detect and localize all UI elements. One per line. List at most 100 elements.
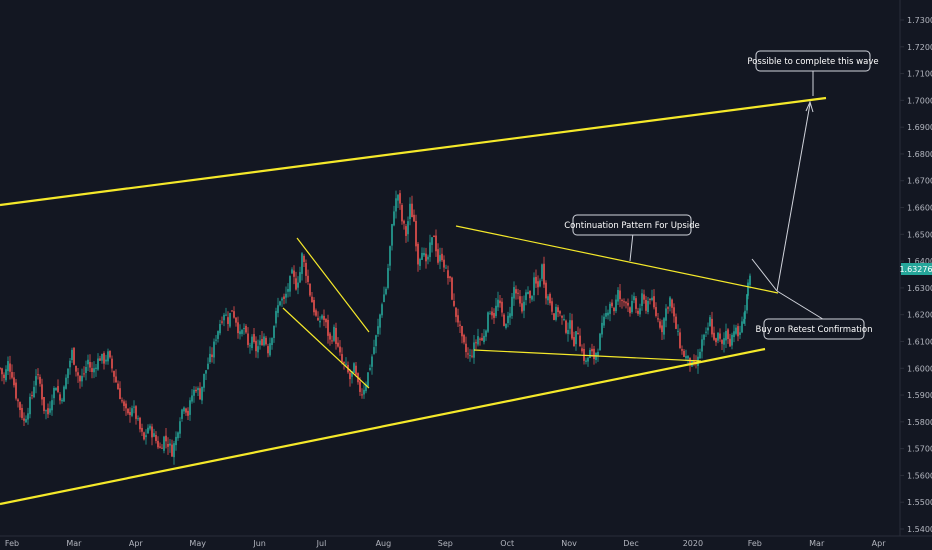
candle-body	[703, 334, 705, 340]
candle	[25, 415, 27, 423]
candle	[243, 323, 245, 335]
candle	[493, 308, 495, 325]
candle	[361, 388, 363, 399]
candle-body	[411, 203, 413, 218]
candle-body	[665, 308, 667, 321]
callout-complete-wave[interactable]: Possible to complete this wave	[747, 50, 879, 72]
candle	[523, 295, 525, 319]
candle	[19, 401, 21, 418]
candle	[511, 292, 513, 319]
candle	[53, 386, 55, 405]
candle	[183, 406, 185, 415]
candle-body	[97, 358, 99, 370]
candle	[669, 296, 671, 312]
candle	[599, 332, 601, 351]
price-tag-box	[901, 263, 932, 275]
candle-body	[167, 443, 169, 447]
candle-body	[571, 320, 573, 339]
candle-body	[319, 320, 321, 323]
candle-body	[417, 243, 419, 265]
candle-body	[131, 408, 133, 416]
candle-body	[643, 294, 645, 300]
candle-body	[429, 242, 431, 258]
candle-body	[13, 377, 15, 386]
candle	[207, 357, 209, 370]
candle-body	[669, 297, 671, 307]
candle	[403, 219, 405, 230]
candle-body	[143, 432, 145, 440]
candle	[419, 257, 421, 271]
candle-body	[737, 326, 739, 337]
candle	[93, 361, 95, 379]
candle-body	[439, 255, 441, 262]
callout-buy-retest[interactable]: Buy on Retest Confirmation	[755, 318, 873, 340]
candle	[289, 275, 291, 297]
candle-body	[383, 294, 385, 303]
candle	[263, 333, 265, 347]
candle	[445, 264, 447, 269]
candle	[29, 393, 31, 419]
candle-body	[651, 297, 653, 300]
candle-body	[629, 307, 631, 314]
candle	[237, 316, 239, 339]
candle	[123, 399, 125, 412]
time-tick-label: Mar	[66, 539, 82, 548]
candle-body	[549, 294, 551, 304]
candle	[381, 302, 383, 318]
time-axis[interactable]: Feb Mar Apr May Jun Jul Aug Sep Oct Nov Dec 2020 Feb…	[5, 539, 886, 548]
callout-continuation-pattern[interactable]: Continuation Pattern For Upside	[564, 214, 700, 236]
candle-body	[545, 282, 547, 299]
candle-body	[589, 349, 591, 359]
price-tick-label: 1.69000	[907, 123, 932, 132]
price-tick-label: 1.57000	[907, 445, 932, 454]
candle-body	[153, 433, 155, 437]
candle	[457, 308, 459, 327]
candle-body	[127, 408, 129, 414]
candle	[619, 283, 621, 308]
candle-body	[621, 299, 623, 301]
price-tick-label: 1.61000	[907, 337, 932, 346]
candle	[65, 374, 67, 390]
candle-body	[301, 253, 303, 274]
candle	[389, 245, 391, 271]
candle	[165, 427, 167, 449]
candle	[525, 289, 527, 306]
candle	[651, 289, 653, 302]
candle	[91, 362, 93, 379]
candle	[637, 307, 639, 316]
candle	[353, 362, 355, 373]
candle-body	[423, 252, 425, 256]
candle-body	[81, 375, 83, 382]
candle	[587, 357, 589, 367]
candle	[349, 369, 351, 387]
candle	[565, 319, 567, 335]
candle-body	[609, 303, 611, 314]
candle-body	[195, 389, 197, 392]
candle	[249, 342, 251, 354]
candle-body	[599, 333, 601, 351]
callout-text: Possible to complete this wave	[747, 57, 878, 67]
candle	[683, 349, 685, 357]
candle-body	[333, 326, 335, 341]
candle	[581, 344, 583, 354]
candle	[23, 412, 25, 426]
price-tick-label: 1.56000	[907, 471, 932, 480]
candle-body	[711, 318, 713, 335]
time-tick-label: Oct	[500, 539, 514, 548]
price-axis[interactable]: 1.73000 1.72000 1.71000 1.70000 1.69000 1.680…	[900, 16, 932, 534]
candle-body	[173, 443, 175, 458]
candle-body	[265, 337, 267, 345]
candle	[749, 273, 751, 289]
candle-body	[623, 301, 625, 303]
candle	[485, 329, 487, 341]
candle-body	[677, 330, 679, 332]
candle	[295, 271, 297, 291]
retest-callout-pointer	[776, 290, 827, 322]
candle	[715, 337, 717, 346]
candle	[199, 382, 201, 400]
candle-body	[707, 327, 709, 331]
candle-body	[369, 368, 371, 370]
candle	[345, 357, 347, 368]
triangle-lower-line	[473, 349, 702, 362]
